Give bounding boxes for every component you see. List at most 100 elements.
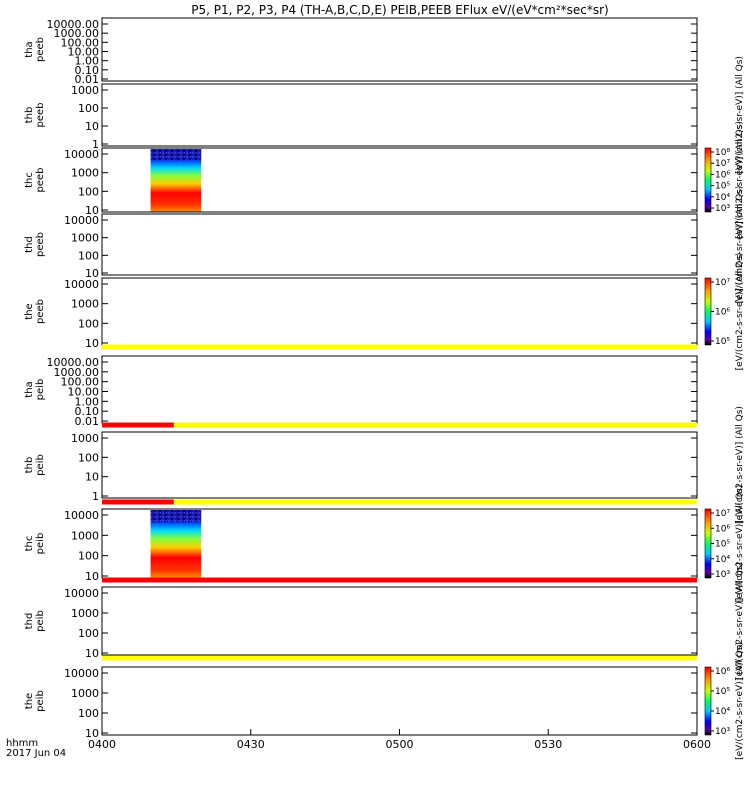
panel-frame-the-peib xyxy=(101,666,698,736)
ytick-label-tha-peib-2: 100.00 xyxy=(61,376,100,389)
ytick-label-thb-peeb-0: 1000 xyxy=(71,84,99,97)
x-label-date: 2017 Jun 04 xyxy=(6,748,66,759)
colorbar-stack: [eV/(cm2-s-sr-eV)] (All Qs)10⁸10⁷10⁶10⁵1… xyxy=(704,56,745,760)
ytick-label-tha-peeb-4: 1.00 xyxy=(75,55,100,68)
panel-frame-thb-peib xyxy=(101,431,698,499)
cb-the-peeb-tick-label-0: 10⁷ xyxy=(715,278,730,288)
cb-thd-peib: [eV/(cm2-s-sr-eV)] (All Qs) xyxy=(735,562,745,680)
ytick-label-tha-peib-6: 0.01 xyxy=(75,415,100,428)
cb-the-peib-tick-label-0: 10⁶ xyxy=(715,667,730,677)
cb-thc-peeb-tick-label-1: 10⁷ xyxy=(715,159,730,169)
panel-frame-thb-peeb xyxy=(101,83,698,147)
chart-title: P5, P1, P2, P3, P4 (TH-A,B,C,D,E) PEIB,P… xyxy=(191,3,608,17)
ytick-label-thd-peib-1: 1000 xyxy=(71,607,99,620)
panel-frame-thc-peeb xyxy=(101,147,698,213)
ytick-label-the-peib-3: 10 xyxy=(85,727,99,740)
ytick-label-thc-peib-2: 100 xyxy=(78,550,99,563)
cb-the-peeb-label: [eV/(cm2-s-sr-eV)] (All Qs) xyxy=(735,253,745,371)
ytick-label-thd-peeb-3: 10 xyxy=(85,267,99,280)
cb-the-peib-scale xyxy=(704,666,712,736)
status-bar-4-segment-0 xyxy=(102,655,697,661)
ytick-label-thc-peeb-3: 10 xyxy=(85,204,99,217)
ytick-label-tha-peeb-6: 0.01 xyxy=(75,73,100,86)
cb-thb-peeb-label: [eV/(cm2-s-sr-eV)] (All Qs) xyxy=(735,56,745,174)
ytick-label-the-peib-2: 100 xyxy=(78,707,99,720)
panel-the-peeb: 10000 1000 100 10 the peeb xyxy=(24,277,698,350)
panel-label-product-the-peib: peib xyxy=(35,690,46,712)
panel-the-peib: 10000 1000 100 10 the peib xyxy=(24,666,698,740)
panel-stack: 10000.001000.00100.0010.001.000.100.01th… xyxy=(24,17,698,740)
ytick-label-tha-peeb-1: 1000.00 xyxy=(54,27,100,40)
panel-frame-thd-peib xyxy=(101,586,698,656)
cb-thc-peib-tick-label-2: 10⁵ xyxy=(715,540,730,550)
ytick-label-thd-peib-0: 10000 xyxy=(64,587,99,600)
cb-the-peib-tick-label-3: 10³ xyxy=(715,727,730,737)
cb-thc-peeb-tick-label-3: 10⁵ xyxy=(715,182,730,192)
cb-the-peeb-tick-label-2: 10⁵ xyxy=(715,337,730,347)
ytick-label-tha-peib-5: 0.10 xyxy=(75,405,100,418)
ytick-label-thb-peib-1: 100 xyxy=(78,451,99,464)
ytick-label-the-peib-1: 1000 xyxy=(71,687,99,700)
panel-label-product-the-peeb: peeb xyxy=(35,299,46,324)
panel-label-product-thb-peib: peib xyxy=(35,454,46,476)
cb-the-peib-tick-label-1: 10⁵ xyxy=(715,687,730,697)
ytick-label-tha-peib-4: 1.00 xyxy=(75,395,100,408)
status-bar-stack xyxy=(102,344,698,661)
panel-label-probe-tha-peeb: tha xyxy=(24,41,35,57)
ytick-label-tha-peib-3: 10.00 xyxy=(68,386,100,399)
panel-label-probe-thd-peib: thd xyxy=(24,613,35,630)
panel-label-probe-thc-peeb: thc xyxy=(24,172,35,188)
spectrogram-noise-thc-peeb xyxy=(150,149,202,161)
panel-frame-the-peeb xyxy=(101,277,698,346)
status-bar-2-segment-0 xyxy=(102,499,174,505)
ytick-label-the-peeb-1: 1000 xyxy=(71,298,99,311)
panel-label-product-thc-peeb: peeb xyxy=(35,168,46,193)
xtick-label-3: 0530 xyxy=(534,738,562,751)
panel-label-probe-thc-peib: thc xyxy=(24,536,35,552)
cb-the-peib-tick-label-2: 10⁴ xyxy=(715,707,730,717)
status-bar-1-segment-1 xyxy=(173,422,698,428)
ytick-label-the-peib-0: 10000 xyxy=(64,667,99,680)
ytick-label-thd-peib-2: 100 xyxy=(78,627,99,640)
panel-label-probe-thd-peeb: thd xyxy=(24,236,35,253)
cb-thc-peib-scale xyxy=(704,508,712,579)
cb-thc-peib: 10⁷ 10⁶ 10⁵ 10⁴ 10³ [eV/(cm2-s-sr-eV)] (All Q… xyxy=(704,485,745,602)
x-label-hhmm: hhmm xyxy=(6,738,38,749)
cb-thc-peeb-tick-label-2: 10⁶ xyxy=(715,170,730,180)
ytick-label-thb-peib-0: 1000 xyxy=(71,432,99,445)
xtick-label-0: 0400 xyxy=(88,738,116,751)
panel-label-probe-the-peib: the xyxy=(24,693,35,709)
panel-label-product-thb-peeb: peeb xyxy=(35,103,46,128)
cb-thc-peeb-tick-label-5: 10³ xyxy=(715,204,730,214)
ytick-label-thd-peib-3: 10 xyxy=(85,647,99,660)
status-bar-0-segment-0 xyxy=(102,344,697,350)
ytick-label-thc-peeb-2: 100 xyxy=(78,185,99,198)
ytick-label-thc-peib-0: 10000 xyxy=(64,509,99,522)
ytick-label-thb-peeb-2: 10 xyxy=(85,120,99,133)
status-bar-2-segment-1 xyxy=(173,499,698,505)
ytick-label-tha-peeb-5: 0.10 xyxy=(75,64,100,77)
panel-thd-peeb: 10000 1000 100 10 thd peeb xyxy=(24,213,698,280)
ytick-label-tha-peib-1: 1000.00 xyxy=(54,366,100,379)
panel-frame-thd-peeb xyxy=(101,213,698,276)
panel-label-product-thd-peib: peib xyxy=(35,610,46,632)
ytick-label-thb-peeb-1: 100 xyxy=(78,102,99,115)
cb-the-peib-label: [eV/(cm2-s-sr-eV)] (All Qs) xyxy=(735,642,745,760)
cb-the-peeb: 10⁷ 10⁶ 10⁵ [eV/(cm2-s-sr-eV)] (All Qs) xyxy=(704,253,745,371)
cb-thc-peib-tick-label-3: 10⁴ xyxy=(715,555,730,565)
cb-thc-peib-tick-label-4: 10³ xyxy=(715,570,730,580)
xtick-label-2: 0500 xyxy=(386,738,414,751)
cb-the-peeb-scale xyxy=(704,277,712,346)
ytick-label-thc-peeb-1: 1000 xyxy=(71,167,99,180)
ytick-label-the-peeb-0: 10000 xyxy=(64,278,99,291)
panel-label-product-thc-peib: peib xyxy=(35,533,46,555)
panel-label-product-tha-peeb: peeb xyxy=(35,37,46,62)
cb-the-peeb-tick-label-1: 10⁶ xyxy=(715,308,730,318)
cb-thb-peib-label: [eV/(cm2-s-sr-eV)] (All Qs) xyxy=(735,406,745,524)
cb-thc-peeb-scale xyxy=(704,147,712,213)
panel-thc-peeb: 10000 1000 100 10 thc peeb xyxy=(24,147,698,217)
cb-thb-peib: [eV/(cm2-s-sr-eV)] (All Qs) xyxy=(735,406,745,524)
